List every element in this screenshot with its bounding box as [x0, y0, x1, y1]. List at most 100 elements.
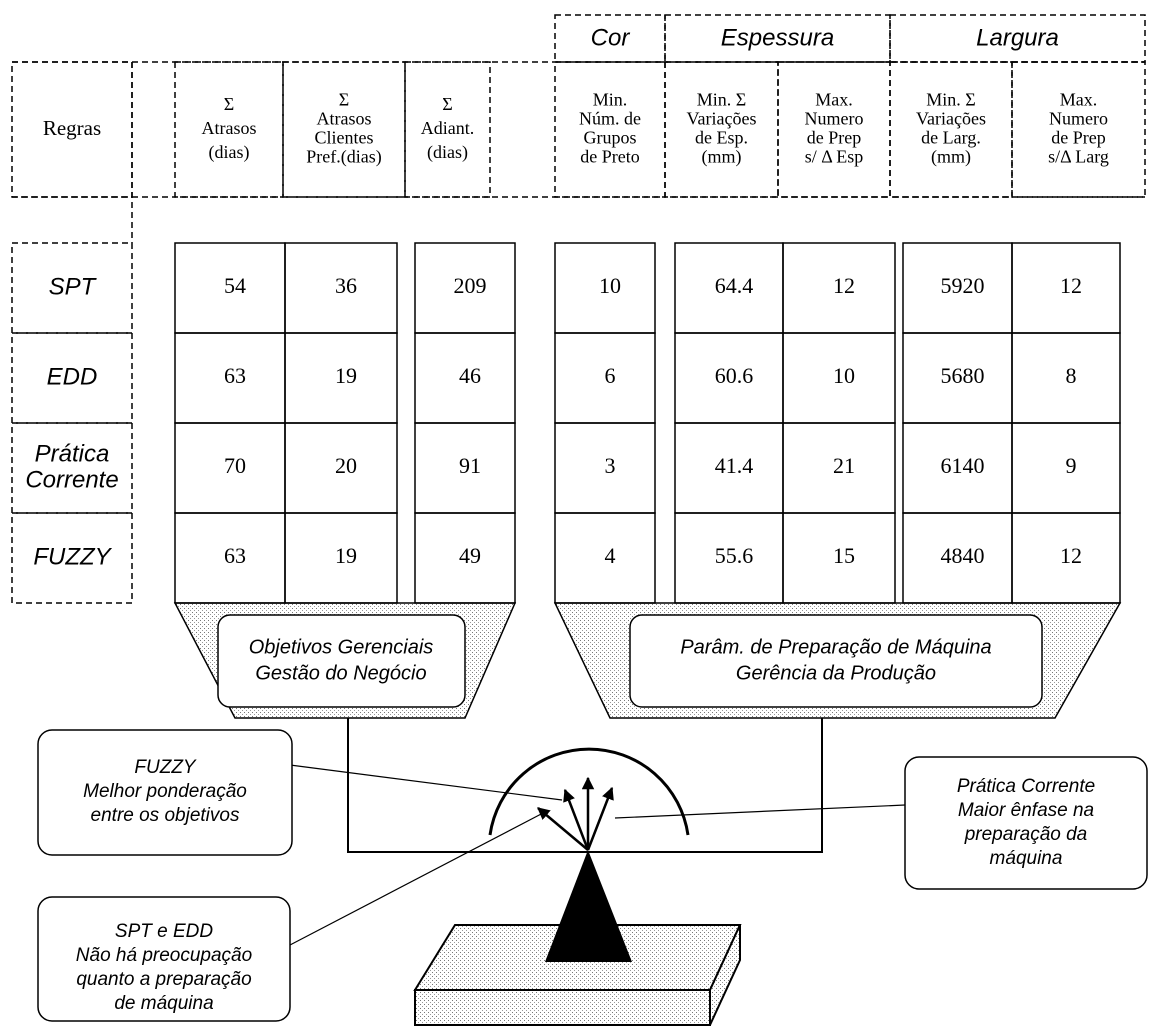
value-cell	[782, 512, 896, 604]
cell-value: 209	[454, 273, 487, 298]
rule-label: SPT	[49, 273, 98, 300]
platform	[414, 924, 741, 1026]
column-header: Clientes	[315, 128, 374, 148]
cell-value: 63	[224, 363, 246, 388]
cell-value: 91	[459, 453, 481, 478]
group-header-cell	[889, 14, 1146, 63]
group-label: Gerência da Produção	[736, 662, 936, 684]
arrows	[537, 776, 614, 851]
callout-text: máquina	[990, 848, 1063, 869]
column-header: (dias)	[427, 142, 468, 163]
beam	[347, 718, 823, 853]
cell-value: 15	[833, 543, 855, 568]
callout-text: quanto a preparação	[76, 969, 251, 990]
leader-lines	[289, 764, 906, 946]
column-header: Σ	[442, 94, 452, 114]
header-cell	[282, 61, 406, 198]
cell-value: 5680	[941, 363, 985, 388]
callout-box	[37, 729, 293, 856]
column-header: Numero	[805, 109, 864, 129]
callout-box	[904, 756, 1148, 890]
column-header: de Esp.	[695, 128, 748, 148]
callout-text: Melhor ponderação	[83, 781, 247, 802]
cell-value: 20	[335, 453, 357, 478]
header-cell	[11, 61, 133, 198]
column-header: Núm. de	[579, 109, 641, 129]
value-cell	[414, 512, 516, 604]
callout-text: Não há preocupação	[76, 945, 252, 966]
column-header: de Larg.	[921, 128, 981, 148]
cell-value: 41.4	[715, 453, 754, 478]
column-header: Variações	[916, 109, 986, 129]
cell-value: 60.6	[715, 363, 754, 388]
arc	[488, 747, 690, 836]
column-header: Max.	[1060, 90, 1098, 110]
cell-value: 54	[224, 273, 246, 298]
cell-value: 12	[1060, 273, 1082, 298]
column-header: s/Δ Larg	[1048, 147, 1109, 167]
column-header: Grupos	[584, 128, 637, 148]
header-cell	[404, 61, 491, 198]
header-cell	[777, 61, 891, 198]
cell-value: 21	[833, 453, 855, 478]
header-cell	[889, 61, 1013, 198]
rule-label: Corrente	[25, 466, 118, 493]
cell-value: 4840	[941, 543, 985, 568]
column-header: Numero	[1049, 109, 1108, 129]
value-cell	[1011, 512, 1121, 604]
column-header: de Prep	[807, 128, 861, 148]
column-header: Adiant.	[421, 118, 475, 138]
group-box	[629, 614, 1043, 708]
cell-value: 6	[605, 363, 616, 388]
column-header: Max.	[815, 90, 853, 110]
column-header: Atrasos	[317, 109, 372, 129]
group-header: Largura	[976, 24, 1059, 51]
cell-value: 19	[335, 543, 357, 568]
pivot	[545, 850, 632, 962]
cell-value: 46	[459, 363, 481, 388]
rule-label: Prática	[35, 440, 110, 467]
group-header: Cor	[591, 24, 631, 51]
cell-value: 4	[605, 543, 616, 568]
column-header: Σ	[224, 94, 234, 114]
column-header: s/ Δ Esp	[805, 147, 864, 167]
header-cell	[554, 61, 666, 198]
cell-value: 5920	[941, 273, 985, 298]
column-header: Σ	[339, 90, 349, 110]
header-cell	[174, 61, 284, 198]
group-label: Parâm. de Preparação de Máquina	[680, 636, 991, 658]
cell-value: 10	[833, 363, 855, 388]
value-cell	[554, 512, 656, 604]
rule-cell	[11, 512, 133, 604]
cell-value: 49	[459, 543, 481, 568]
cell-value: 6140	[941, 453, 985, 478]
cell-value: 64.4	[715, 273, 754, 298]
column-header: Min.	[593, 90, 628, 110]
cell-value: 12	[1060, 543, 1082, 568]
cell-value: 12	[833, 273, 855, 298]
callout-box	[37, 896, 291, 1022]
callout-text: entre os objetivos	[91, 805, 240, 826]
cell-value: 63	[224, 543, 246, 568]
group-box	[217, 614, 466, 708]
column-header: Min. Σ	[926, 90, 975, 110]
column-header: Pref.(dias)	[306, 147, 381, 168]
callout-text: Prática Corrente	[957, 776, 1095, 797]
callout-text: SPT e EDD	[115, 921, 213, 942]
column-header: (mm)	[931, 147, 971, 168]
callout-text: Maior ênfase na	[958, 800, 1094, 821]
cell-value: 8	[1066, 363, 1077, 388]
header-cell	[664, 61, 779, 198]
column-header: Min. Σ	[697, 90, 746, 110]
column-header: de Preto	[580, 147, 639, 167]
group-label: Objetivos Gerenciais	[249, 636, 434, 658]
group-header: Espessura	[721, 24, 834, 51]
column-header: Atrasos	[202, 118, 257, 138]
cell-value: 10	[599, 273, 621, 298]
column-header: Regras	[43, 116, 101, 140]
group-label: Gestão do Negócio	[255, 662, 426, 684]
cell-value: 55.6	[715, 543, 754, 568]
header-cell	[1011, 61, 1146, 198]
cell-value: 19	[335, 363, 357, 388]
